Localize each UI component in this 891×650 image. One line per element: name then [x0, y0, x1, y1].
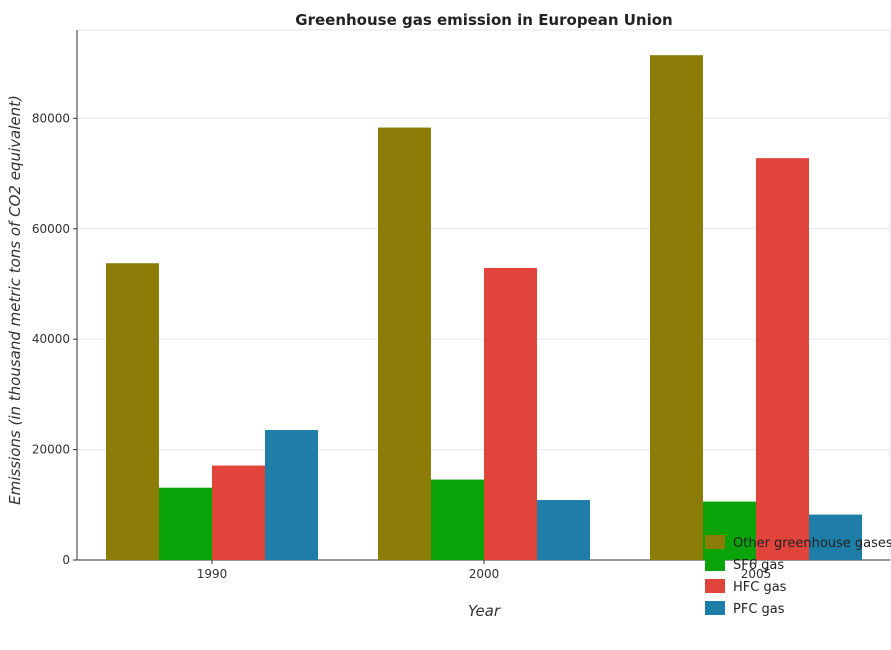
- bar-other-greenhouse-gases-1990: [106, 263, 159, 560]
- bar-pfc-gas-2000: [537, 500, 590, 560]
- legend-label: PFC gas: [733, 602, 785, 617]
- legend-label: Other greenhouse gases: [733, 536, 891, 551]
- x-tick-label: 2000: [469, 567, 500, 581]
- bar-sf6-gas-1990: [159, 487, 212, 560]
- y-tick-label: 40000: [32, 332, 70, 346]
- x-tick-label: 2005: [741, 567, 772, 581]
- legend-swatch: [705, 601, 725, 615]
- legend-swatch: [705, 535, 725, 549]
- y-tick-label: 0: [62, 553, 70, 567]
- y-axis-label: Emissions (in thousand metric tons of CO…: [6, 95, 24, 505]
- bar-sf6-gas-2000: [431, 479, 484, 560]
- bar-hfc-gas-2005: [756, 158, 809, 560]
- bar-hfc-gas-2000: [484, 267, 537, 560]
- y-tick-label: 60000: [32, 222, 70, 236]
- plot-area: 0 20000 40000 60000 80000 1990 2000 2005: [32, 29, 891, 581]
- x-tick-label: 1990: [197, 567, 228, 581]
- bar-other-greenhouse-gases-2000: [378, 127, 431, 560]
- chart-title: Greenhouse gas emission in European Unio…: [295, 11, 672, 29]
- y-tick-label: 20000: [32, 443, 70, 457]
- bar-hfc-gas-1990: [212, 465, 265, 560]
- legend-swatch: [705, 579, 725, 593]
- y-tick-label: 80000: [32, 111, 70, 125]
- bar-pfc-gas-1990: [265, 430, 318, 560]
- legend: Other greenhouse gases SF6 gas HFC gas PFC …: [705, 535, 891, 617]
- legend-label: SF6 gas: [733, 558, 784, 573]
- legend-label: HFC gas: [733, 580, 787, 595]
- bar-pfc-gas-2005: [809, 514, 862, 560]
- legend-swatch: [705, 557, 725, 571]
- bar-other-greenhouse-gases-2005: [650, 55, 703, 561]
- bar-sf6-gas-2005: [703, 501, 756, 560]
- x-axis-label: Year: [468, 602, 501, 620]
